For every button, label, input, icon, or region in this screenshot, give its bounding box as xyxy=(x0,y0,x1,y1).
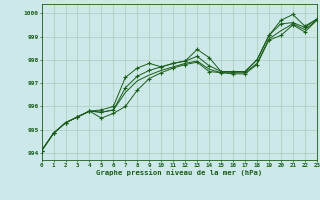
X-axis label: Graphe pression niveau de la mer (hPa): Graphe pression niveau de la mer (hPa) xyxy=(96,169,262,176)
